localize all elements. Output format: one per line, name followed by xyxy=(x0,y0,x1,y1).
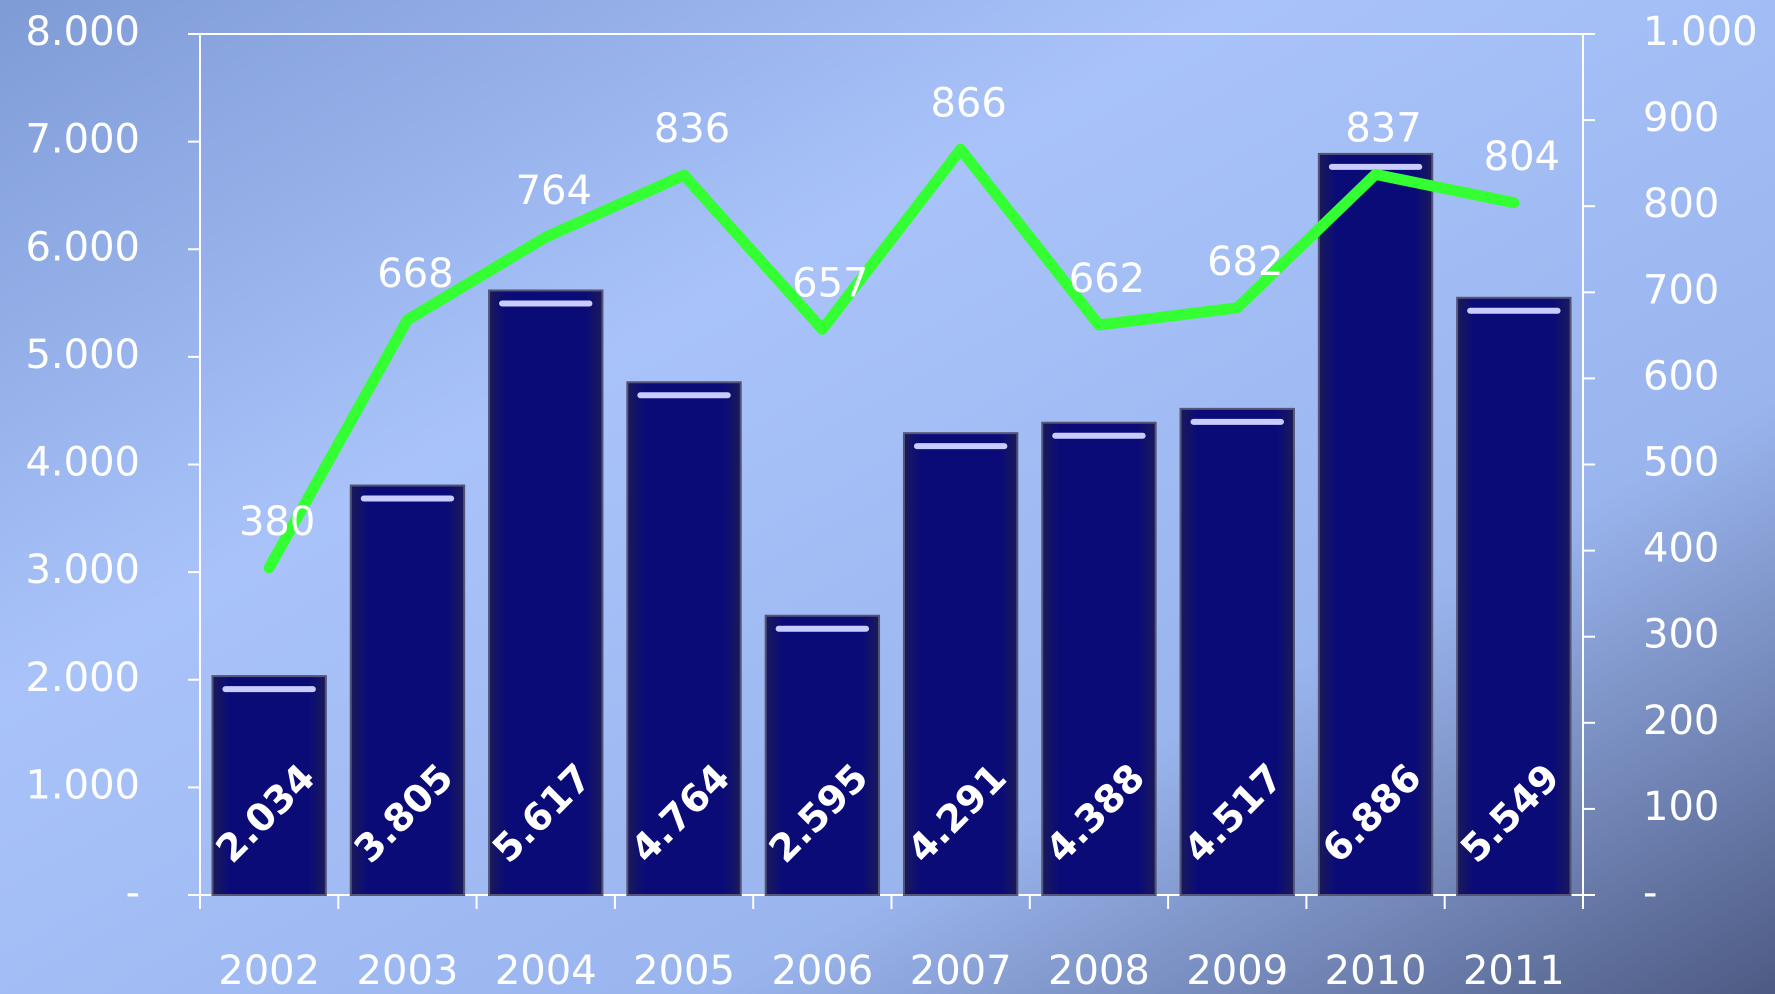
line-value-label: 837 xyxy=(1345,105,1421,151)
x-tick-label: 2011 xyxy=(1463,948,1565,994)
y2-tick-label: 600 xyxy=(1643,353,1719,399)
bar-highlight xyxy=(913,443,1008,450)
y-tick-label: 1.000 xyxy=(25,762,140,808)
x-tick-label: 2004 xyxy=(495,948,597,994)
bar xyxy=(488,289,604,896)
bar-highlight xyxy=(637,392,731,399)
y2-tick-label: - xyxy=(1643,870,1657,916)
y-tick-label: 5.000 xyxy=(25,332,140,378)
bar-highlight xyxy=(1190,418,1284,425)
line-value-label: 662 xyxy=(1069,256,1145,302)
bar-highlight xyxy=(775,625,870,632)
y2-tick-label: 400 xyxy=(1643,526,1719,572)
line-value-label: 804 xyxy=(1484,134,1560,180)
line-value-label: 682 xyxy=(1207,239,1283,285)
bar-highlight xyxy=(222,686,316,693)
bar xyxy=(764,614,881,896)
x-tick-label: 2010 xyxy=(1325,948,1427,994)
bar xyxy=(1179,407,1295,896)
y2-tick-label: 300 xyxy=(1643,612,1719,658)
x-tick-label: 2002 xyxy=(218,948,320,994)
bar-highlight xyxy=(1328,163,1423,170)
bar-highlight xyxy=(499,300,593,307)
y2-tick-label: 1.000 xyxy=(1643,9,1758,55)
bar xyxy=(349,484,466,896)
bar xyxy=(1456,296,1572,896)
y2-tick-label: 500 xyxy=(1643,440,1719,486)
bar xyxy=(902,432,1019,896)
x-tick-label: 2008 xyxy=(1048,948,1150,994)
line-value-label: 380 xyxy=(239,499,315,545)
y2-tick-label: 700 xyxy=(1643,267,1719,313)
bar-highlight xyxy=(1467,307,1561,314)
y-tick-label: 4.000 xyxy=(25,440,140,486)
line-value-label: 836 xyxy=(654,106,730,152)
x-tick-label: 2003 xyxy=(357,948,459,994)
y2-tick-label: 100 xyxy=(1643,784,1719,830)
bar xyxy=(211,675,327,897)
bar-highlight xyxy=(360,495,455,502)
y2-tick-label: 200 xyxy=(1643,698,1719,744)
line xyxy=(263,143,1520,574)
x-tick-label: 2006 xyxy=(771,948,873,994)
line-value-label: 764 xyxy=(516,168,592,214)
x-tick-label: 2005 xyxy=(633,948,735,994)
bar xyxy=(626,381,742,897)
y2-tick-label: 800 xyxy=(1643,181,1719,227)
bar xyxy=(1317,152,1434,897)
x-tick-label: 2009 xyxy=(1186,948,1288,994)
line-value-label: 866 xyxy=(930,80,1006,126)
line-value-label: 657 xyxy=(792,260,868,306)
y-tick-label: - xyxy=(126,870,140,916)
y-tick-label: 2.000 xyxy=(25,655,140,701)
line-value-label: 668 xyxy=(377,251,453,297)
y-tick-label: 6.000 xyxy=(25,224,140,270)
bar xyxy=(1041,421,1157,896)
y2-tick-label: 900 xyxy=(1643,95,1719,141)
y-tick-label: 7.000 xyxy=(25,117,140,163)
bar-highlight xyxy=(1052,432,1146,439)
x-tick-label: 2007 xyxy=(910,948,1012,994)
y-tick-label: 3.000 xyxy=(25,547,140,593)
y-tick-label: 8.000 xyxy=(25,9,140,55)
